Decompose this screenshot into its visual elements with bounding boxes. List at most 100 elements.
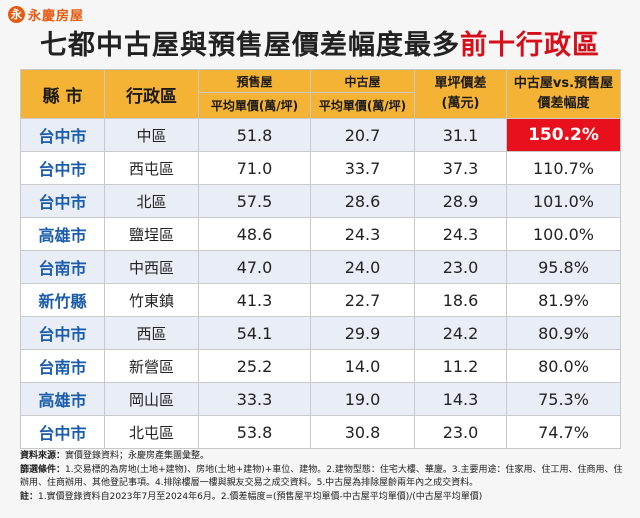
cell-ratio: 80.0% xyxy=(506,349,621,383)
cell-used: 30.8 xyxy=(310,415,415,449)
cell-diff: 37.3 xyxy=(414,151,507,185)
cell-presale: 41.3 xyxy=(198,283,311,317)
note-source: 資料來源：實價登錄資料；永慶房產集團彙整。 xyxy=(20,450,630,464)
cell-city: 台中市 xyxy=(20,184,105,218)
cell-presale: 48.6 xyxy=(198,217,311,251)
note-source-label: 資料來源： xyxy=(20,451,66,461)
header-ratio: 中古屋vs.預售屋 價差幅度 xyxy=(506,69,621,119)
header-used: 中古屋 xyxy=(310,68,415,94)
table-row: 台南市 新營區 25.2 14.0 11.2 80.0% xyxy=(20,349,621,383)
cell-district: 岡山區 xyxy=(104,382,199,416)
cell-ratio: 95.8% xyxy=(506,250,621,284)
cell-diff: 23.0 xyxy=(414,250,507,284)
table-row: 台中市 西屯區 71.0 33.7 37.3 110.7% xyxy=(20,151,621,185)
note-remark-label: 註： xyxy=(20,491,39,502)
cell-district: 西屯區 xyxy=(104,151,199,185)
table-row: 台中市 北屯區 53.8 30.8 23.0 74.7% xyxy=(20,415,621,449)
brand-name: 永慶房屋 xyxy=(28,8,85,24)
cell-presale: 51.8 xyxy=(198,118,311,152)
header-diff-line2: (萬元) xyxy=(441,96,480,111)
cell-used: 14.0 xyxy=(310,349,415,383)
cell-used: 33.7 xyxy=(310,151,415,185)
cell-city: 台中市 xyxy=(20,118,105,152)
cell-used: 28.6 xyxy=(310,184,415,218)
cell-used: 19.0 xyxy=(310,382,415,416)
table-row: 高雄市 岡山區 33.3 19.0 14.3 75.3% xyxy=(20,382,621,416)
header-used-unit: 平均單價(萬/坪) xyxy=(310,92,415,119)
cell-presale: 47.0 xyxy=(198,250,311,284)
cell-ratio: 110.7% xyxy=(506,151,621,185)
cell-city: 台南市 xyxy=(20,250,105,284)
cell-ratio: 101.0% xyxy=(506,184,621,218)
cell-diff: 18.6 xyxy=(414,283,507,317)
cell-district: 北屯區 xyxy=(104,415,199,449)
cell-district: 中西區 xyxy=(104,250,199,284)
cell-city: 高雄市 xyxy=(20,382,105,416)
table-row: 高雄市 鹽埕區 48.6 24.3 24.3 100.0% xyxy=(20,217,621,251)
header-county: 縣 市 xyxy=(20,69,105,119)
table-row: 台中市 中區 51.8 20.7 31.1 150.2% xyxy=(20,118,621,152)
cell-used: 29.9 xyxy=(310,316,415,350)
note-remark-text: 1.實價登錄資料自2023年7月至2024年6月。2.價差幅度=(預售屋平均單價… xyxy=(38,491,483,502)
cell-ratio-highlight: 150.2% xyxy=(506,118,621,152)
cell-diff: 28.9 xyxy=(414,184,507,218)
cell-city: 台南市 xyxy=(20,349,105,383)
cell-ratio: 80.9% xyxy=(506,316,621,350)
header-presale: 預售屋 xyxy=(198,68,311,94)
cell-district: 西區 xyxy=(104,316,199,350)
cell-diff: 11.2 xyxy=(414,349,507,383)
cell-used: 24.3 xyxy=(310,217,415,251)
cell-diff: 23.0 xyxy=(414,415,507,449)
cell-district: 鹽埕區 xyxy=(104,217,199,251)
note-filter-text: 1.交易標的為房地(土地+建物)、房地(土地+建物)+車位、建物。2.建物型態：… xyxy=(20,464,623,489)
title-highlight: 前十行政區 xyxy=(460,30,600,61)
note-filter: 篩選條件：1.交易標的為房地(土地+建物)、房地(土地+建物)+車位、建物。2.… xyxy=(20,464,630,491)
header-district: 行政區 xyxy=(104,69,199,119)
table-row: 台中市 北區 57.5 28.6 28.9 101.0% xyxy=(20,184,621,218)
footnotes: 資料來源：實價登錄資料；永慶房產集團彙整。 篩選條件：1.交易標的為房地(土地+… xyxy=(20,450,630,504)
brand-logo: 永 永慶房屋 xyxy=(8,5,85,24)
header-ratio-line1: 中古屋vs.預售屋 xyxy=(513,76,614,91)
cell-diff: 24.2 xyxy=(414,316,507,350)
cell-diff: 31.1 xyxy=(414,118,507,152)
cell-presale: 53.8 xyxy=(198,415,311,449)
table-header-row-1: 縣 市 行政區 預售屋 中古屋 單坪價差 (萬元) 中古屋vs.預售屋 價差幅度 xyxy=(20,68,621,119)
cell-diff: 24.3 xyxy=(414,217,507,251)
cell-district: 北區 xyxy=(104,184,199,218)
note-filter-label: 篩選條件： xyxy=(20,464,66,475)
table-row: 台中市 西區 54.1 29.9 24.2 80.9% xyxy=(20,316,621,350)
cell-presale: 71.0 xyxy=(198,151,311,185)
cell-presale: 57.5 xyxy=(198,184,311,218)
cell-used: 22.7 xyxy=(310,283,415,317)
note-remark: 註：1.實價登錄資料自2023年7月至2024年6月。2.價差幅度=(預售屋平均… xyxy=(20,491,630,505)
cell-presale: 25.2 xyxy=(198,349,311,383)
cell-city: 新竹縣 xyxy=(20,283,105,317)
title-main: 七都中古屋與預售屋價差幅度最多 xyxy=(40,30,460,61)
cell-district: 竹東鎮 xyxy=(104,283,199,317)
cell-ratio: 74.7% xyxy=(506,415,621,449)
cell-used: 24.0 xyxy=(310,250,415,284)
cell-city: 高雄市 xyxy=(20,217,105,251)
cell-ratio: 75.3% xyxy=(506,382,621,416)
cell-presale: 33.3 xyxy=(198,382,311,416)
cell-ratio: 81.9% xyxy=(506,283,621,317)
header-diff: 單坪價差 (萬元) xyxy=(414,69,507,119)
brand-mark-icon: 永 xyxy=(8,5,25,23)
table-row: 新竹縣 竹東鎮 41.3 22.7 18.6 81.9% xyxy=(20,283,621,317)
header-ratio-line2: 價差幅度 xyxy=(537,96,590,111)
cell-diff: 14.3 xyxy=(414,382,507,416)
page-title: 七都中古屋與預售屋價差幅度最多前十行政區 xyxy=(0,26,640,66)
cell-city: 台中市 xyxy=(20,415,105,449)
cell-district: 中區 xyxy=(104,118,199,152)
table-header-row-2: 平均單價(萬/坪) 平均單價(萬/坪) xyxy=(21,92,621,119)
header-presale-unit: 平均單價(萬/坪) xyxy=(198,92,311,119)
cell-city: 台中市 xyxy=(20,151,105,185)
table-row: 台南市 中西區 47.0 24.0 23.0 95.8% xyxy=(20,250,621,284)
cell-ratio: 100.0% xyxy=(506,217,621,251)
cell-city: 台中市 xyxy=(20,316,105,350)
cell-district: 新營區 xyxy=(104,349,199,383)
price-gap-table: 縣 市 行政區 預售屋 中古屋 單坪價差 (萬元) 中古屋vs.預售屋 價差幅度… xyxy=(20,68,621,449)
note-source-text: 實價登錄資料；永慶房產集團彙整。 xyxy=(65,451,210,461)
cell-used: 20.7 xyxy=(310,118,415,152)
header-diff-line1: 單坪價差 xyxy=(434,76,487,91)
